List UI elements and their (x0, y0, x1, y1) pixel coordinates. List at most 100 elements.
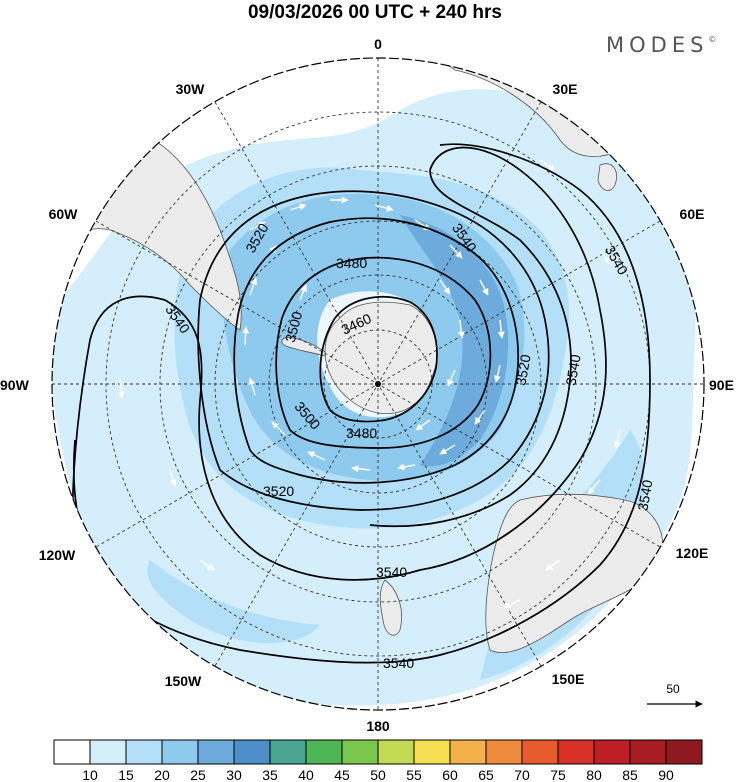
wind-vector (539, 159, 556, 171)
contour-label: 3480 (346, 425, 377, 441)
colorbar-label: 40 (298, 767, 314, 782)
wind-vector (457, 319, 465, 339)
wind-vector (374, 204, 394, 212)
wind-band-30 (400, 215, 509, 467)
wind-vector (299, 284, 307, 301)
wind-vector (439, 279, 451, 295)
wind-vector (249, 221, 266, 231)
wind-vector (415, 419, 431, 431)
brand-logo: MODES© (606, 33, 716, 57)
map-boundary (51, 57, 705, 711)
colorbar-label: 45 (334, 767, 350, 782)
new-zealand (379, 579, 402, 636)
south-pole-marker (375, 381, 381, 387)
wind-vector (474, 409, 486, 425)
colorbar-label: 75 (550, 767, 566, 782)
colorbar-swatch (665, 739, 703, 765)
colorbar-label: 20 (154, 767, 170, 782)
contour-label: 3540 (634, 478, 655, 512)
colorbar-swatch (629, 739, 667, 765)
colorbar-swatch (377, 739, 415, 765)
wind-vector (503, 599, 521, 609)
wind-vector (587, 479, 601, 495)
colorbar-label: 30 (226, 767, 242, 782)
lon-label-60w: 60W (49, 206, 79, 222)
colorbar-swatch (557, 739, 595, 765)
colorbar-swatch (125, 739, 163, 765)
colorbar-swatch (305, 739, 343, 765)
wind-vector (449, 244, 463, 259)
wind-vector (479, 279, 489, 296)
colorbar-label: 70 (514, 767, 530, 782)
colorbar-label: 85 (622, 767, 638, 782)
wind-vector (169, 469, 177, 487)
wind-vector (545, 559, 561, 571)
wind-vector (307, 451, 326, 461)
wind-vector (497, 319, 505, 339)
contour-label: 3540 (383, 655, 414, 671)
wind-vector (289, 203, 307, 211)
colorbar: 10 15 20 25 30 35 40 45 50 55 60 65 70 75 80 85 90 (53, 739, 703, 782)
lon-label-30e: 30E (553, 81, 578, 97)
contour-label: 3500 (282, 310, 306, 344)
colorbar-label: 55 (406, 767, 422, 782)
chart-title: 09/03/2026 00 UTC + 240 hrs (247, 2, 503, 23)
contour-label: 3520 (263, 483, 294, 499)
antarctic-peninsula (281, 337, 326, 357)
madagascar (597, 163, 617, 191)
colorbar-swatch (485, 739, 523, 765)
wind-vector (494, 364, 501, 383)
colorbar-swatch (341, 739, 379, 765)
wind-vector (351, 465, 371, 473)
colorbar-label: 35 (262, 767, 278, 782)
wind-vector (613, 429, 621, 449)
wind-vector (439, 444, 456, 455)
colorbar-swatch (197, 739, 235, 765)
wind-vector (242, 326, 250, 346)
colorbar-swatch (161, 739, 199, 765)
contour-3480 (275, 256, 492, 449)
colorbar-label: 65 (478, 767, 494, 782)
brand-name: MODES (606, 33, 709, 57)
lon-label-120w: 120W (39, 547, 76, 563)
wind-vector (248, 377, 256, 396)
contour-3500 (233, 217, 519, 484)
wind-vector (249, 277, 258, 296)
wind-vector (447, 369, 456, 387)
colorbar-swatch (269, 739, 307, 765)
lon-label-180: 180 (366, 718, 390, 734)
colorbar-swatch (449, 739, 487, 765)
lon-label-90e: 90E (709, 377, 734, 393)
lon-label-90w: 90W (0, 377, 30, 393)
wind-vector (599, 249, 611, 265)
lon-label-60e: 60E (680, 206, 705, 222)
colorbar-swatch (53, 739, 91, 765)
wind-band-southwest (147, 560, 320, 644)
vector-scale: 50 (647, 682, 703, 708)
colorbar-label: 50 (370, 767, 386, 782)
colorbar-label: 60 (442, 767, 458, 782)
lon-label-120e: 120E (676, 545, 709, 561)
contour-label: 3480 (336, 255, 367, 271)
lon-label-150e: 150E (552, 671, 585, 687)
lon-label-0: 0 (374, 36, 382, 52)
wind-vectors (117, 159, 621, 609)
lon-label-30w: 30W (176, 81, 206, 97)
vector-scale-label: 50 (666, 682, 680, 696)
contour-3540-outer (71, 146, 607, 661)
colorbar-label: 80 (586, 767, 602, 782)
height-contours (71, 143, 651, 664)
lon-label-150w: 150W (165, 673, 202, 689)
colorbar-swatch (413, 739, 451, 765)
wind-vector (397, 463, 416, 471)
contour-3460 (319, 296, 438, 423)
colorbar-label: 25 (190, 767, 206, 782)
contour-label: 3540 (376, 564, 407, 580)
copyright-mark: © (708, 35, 717, 44)
contour-label: 3520 (512, 353, 533, 387)
contour-label: 3540 (562, 353, 583, 387)
colorbar-swatch (89, 739, 127, 765)
wind-vector (271, 421, 286, 436)
colorbar-swatch (233, 739, 271, 765)
